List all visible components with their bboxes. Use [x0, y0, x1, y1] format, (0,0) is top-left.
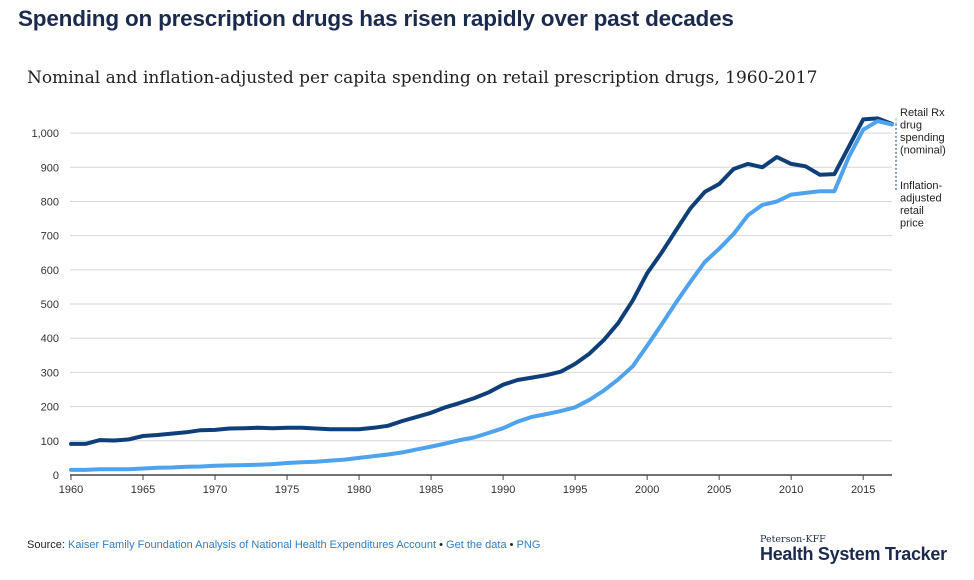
y-tick-label: 1,000 — [31, 128, 59, 140]
get-data-link[interactable]: Get the data — [446, 539, 507, 551]
y-tick-label: 500 — [41, 299, 59, 311]
series-label: spending — [900, 132, 945, 144]
series-label: drug — [900, 120, 922, 132]
series-label: Retail Rx — [900, 107, 945, 119]
series-label: price — [900, 218, 924, 230]
line-chart: 0 100 200 300 400 500 600 700 800 900 1,000 1960 196… — [31, 107, 946, 496]
series-label: Inflation- — [900, 180, 943, 192]
x-tick-label: 1995 — [563, 484, 587, 496]
brand-subtitle: Peterson-KFF — [760, 534, 826, 545]
x-tick-label: 1960 — [59, 484, 83, 496]
y-tick-label: 400 — [41, 333, 59, 345]
x-tick-label: 1990 — [491, 484, 515, 496]
x-tick-label: 2000 — [635, 484, 659, 496]
y-tick-label: 200 — [41, 402, 59, 414]
source-label: Source: — [27, 539, 65, 551]
png-link[interactable]: PNG — [516, 539, 541, 551]
x-tick-label: 1975 — [275, 484, 299, 496]
x-tick-label: 1965 — [131, 484, 155, 496]
nominal-spending-line — [69, 119, 894, 472]
series-label: (nominal) — [900, 145, 946, 157]
inflation-adjusted-line — [69, 116, 894, 446]
y-tick-label: 700 — [41, 231, 59, 243]
brand-title: Health System Tracker — [760, 544, 947, 564]
chart-title: Nominal and inflation-adjusted per capit… — [27, 68, 818, 88]
y-tick-label: 300 — [41, 367, 59, 379]
x-tick-label: 2015 — [851, 484, 875, 496]
chart-headline: Spending on prescription drugs has risen… — [18, 6, 734, 31]
x-tick-label: 2010 — [779, 484, 803, 496]
source-footer: Source: Kaiser Family Foundation Analysi… — [27, 539, 540, 551]
series-label: retail — [900, 205, 924, 217]
y-tick-label: 800 — [41, 196, 59, 208]
x-tick-label: 1985 — [419, 484, 443, 496]
y-tick-label: 900 — [41, 162, 59, 174]
separator: • — [436, 539, 447, 551]
x-tick-label: 1980 — [347, 484, 371, 496]
separator: • — [506, 539, 517, 551]
y-tick-label: 100 — [41, 436, 59, 448]
y-tick-label: 0 — [53, 470, 59, 482]
series-label: adjusted — [900, 193, 942, 205]
source-link[interactable]: Kaiser Family Foundation Analysis of Nat… — [67, 539, 437, 551]
x-tick-label: 2005 — [707, 484, 731, 496]
brand-logo: Peterson-KFF Health System Tracker — [760, 534, 947, 565]
x-tick-label: 1970 — [203, 484, 227, 496]
y-tick-label: 600 — [41, 265, 59, 277]
